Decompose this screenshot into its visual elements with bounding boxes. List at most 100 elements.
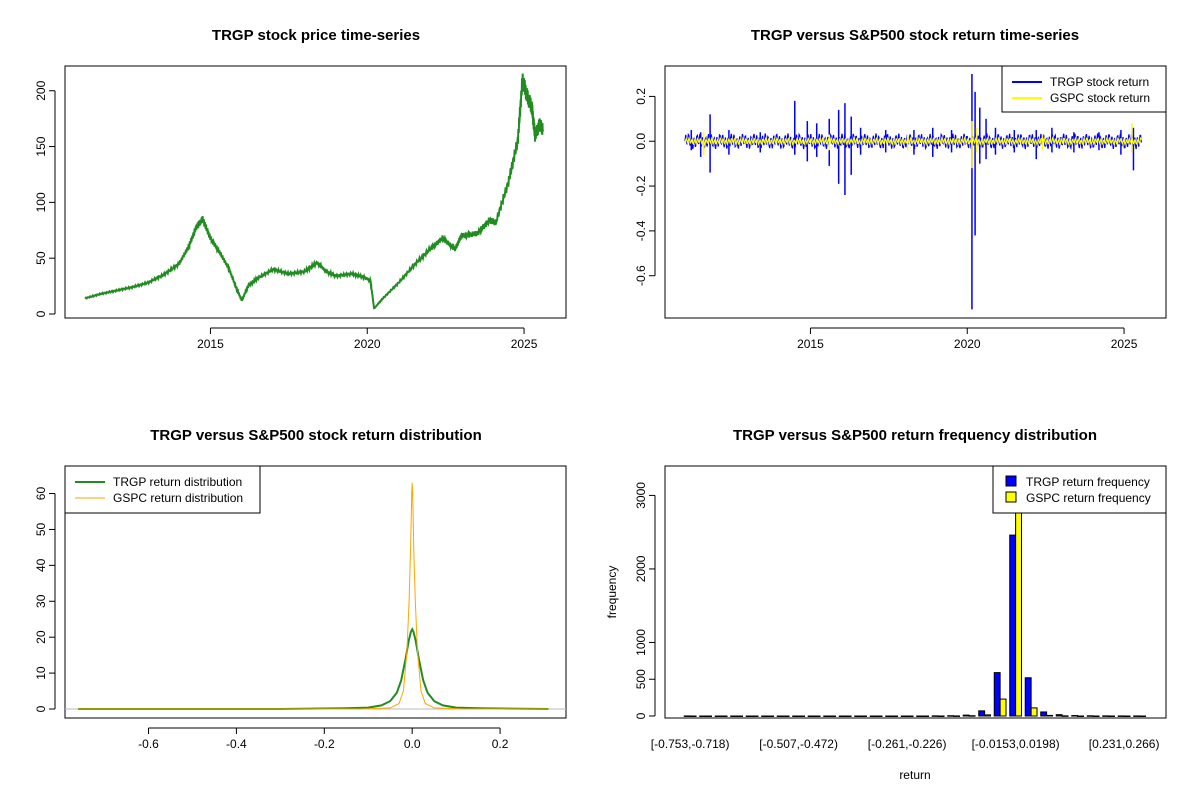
density-x-tick-label: 0.2 [492,737,509,751]
trgp-frequency-bar [1117,715,1125,717]
legend-frequency: TRGP return frequency GSPC return freque… [992,465,1167,514]
plot-frame-returns [664,65,1167,319]
gspc-frequency-bar [844,715,852,717]
density-x-tick-label: -0.4 [226,737,247,751]
legend-label-gspc-frequency: GSPC return frequency [1026,491,1151,505]
trgp-frequency-bar [885,715,893,717]
gspc-frequency-bar [875,715,883,717]
frequency-y-tick-label: 500 [634,669,648,689]
gspc-frequency-bar [1092,715,1100,717]
chart-title-density: TRGP versus S&P500 stock return distribu… [150,427,481,444]
gspc-frequency-bar [720,715,728,717]
price-y-tick-label: 50 [34,251,48,265]
gspc-frequency-bar [1139,715,1147,717]
gspc-frequency-bar [922,715,930,717]
trgp-frequency-bar [1040,711,1048,717]
gspc-frequency-bar [891,715,899,717]
gspc-density-line [78,482,549,710]
gspc-frequency-bar [751,715,759,717]
trgp-frequency-bar [683,715,691,717]
gspc-frequency-bar [999,698,1007,717]
density-y-tick-label: 10 [34,666,48,680]
density-x-tick-label: -0.2 [314,737,335,751]
frequency-y-tick-label: 3000 [634,482,648,509]
trgp-frequency-bar [823,715,831,717]
gspc-frequency-bar [829,715,837,717]
gspc-frequency-bar [813,715,821,717]
frequency-y-tick-label: 0 [634,712,648,719]
plot-frame-price [64,65,567,319]
frequency-x-tick-label: [0.231,0.266) [1089,737,1160,751]
legend-label-trgp-density: TRGP return distribution [113,475,242,489]
gspc-frequency-bar [860,715,868,717]
price-series-line [84,73,544,310]
price-x-tick-label: 2025 [511,337,538,351]
gspc-frequency-bar [937,715,945,717]
plot-frame-density [64,465,567,719]
returns-y-tick-label: 0.0 [634,133,648,150]
returns-y-tick-label: -0.2 [634,175,648,196]
trgp-frequency-bar [1102,715,1110,717]
trgp-frequency-bar [1086,715,1094,717]
legend-box-density [64,465,261,514]
plot-area-price: 2015 2020 2025 0 50 100 150 200 [34,73,544,351]
plot-area-density: -0.6 -0.4 -0.2 0.0 0.2 0 10 20 30 40 50 60 [34,482,566,751]
plot-area-frequency: 0 500 1000 2000 3000 [-0.753,-0.718) [-0.507,-… [634,466,1160,751]
trgp-frequency-bar [730,715,738,717]
trgp-frequency-bar [838,715,846,717]
panel-returns: TRGP versus S&P500 stock return time-ser… [634,27,1167,351]
gspc-frequency-bar [1077,715,1085,717]
trgp-frequency-bar [776,715,784,717]
frequency-x-tick-label: [-0.753,-0.718) [651,737,730,751]
gspc-frequency-bar [736,715,744,717]
trgp-frequency-bar [699,715,707,717]
trgp-frequency-bar [761,715,769,717]
x-axis-label-frequency: return [899,768,930,782]
chart-title-frequency: TRGP versus S&P500 return frequency dist… [733,427,1097,444]
gspc-frequency-bar [767,715,775,717]
trgp-return-noise-line [684,132,1142,151]
trgp-frequency-bar [947,715,955,717]
gspc-frequency-bar [782,715,790,717]
frequency-y-tick-label: 1000 [634,629,648,656]
gspc-frequency-bar [984,714,992,717]
frequency-x-tick-label: [-0.507,-0.472) [759,737,838,751]
trgp-frequency-bar [978,710,986,717]
trgp-frequency-bar [1055,714,1063,717]
gspc-frequency-bar [1061,715,1069,717]
trgp-frequency-bar [869,715,877,717]
gspc-frequency-bar [1030,707,1038,717]
legend-returns: TRGP stock return GSPC stock return [1001,65,1167,113]
price-y-tick-label: 100 [34,192,48,212]
trgp-frequency-bar [807,715,815,717]
trgp-frequency-bar [962,714,970,717]
returns-y-tick-label: -0.4 [634,220,648,241]
legend-label-trgp-return: TRGP stock return [1050,75,1149,89]
trgp-frequency-bar [1024,677,1032,717]
plot-area-returns: 2015 2020 2025 -0.6 -0.4 -0.2 0.0 0.2 [634,74,1142,351]
trgp-frequency-bar [931,715,939,717]
density-y-tick-label: 60 [34,487,48,501]
price-y-tick-label: 0 [34,310,48,317]
legend-label-gspc-return: GSPC stock return [1050,91,1150,105]
chart-title-returns: TRGP versus S&P500 stock return time-ser… [751,27,1079,44]
legend-box-returns [1001,65,1167,113]
returns-x-tick-label: 2020 [954,337,981,351]
gspc-frequency-bar [1108,715,1116,717]
chart-title-price: TRGP stock price time-series [212,27,420,44]
density-y-tick-label: 50 [34,522,48,536]
price-y-tick-label: 150 [34,136,48,156]
panel-density: TRGP versus S&P500 stock return distribu… [34,427,567,751]
gspc-frequency-bar [705,715,713,717]
gspc-frequency-bar [798,715,806,717]
frequency-x-tick-label: [-0.261,-0.226) [868,737,947,751]
returns-x-tick-label: 2025 [1111,337,1138,351]
trgp-frequency-bar [1071,715,1079,717]
frequency-x-tick-label: [-0.0153,0.0198) [972,737,1060,751]
trgp-frequency-bar [745,715,753,717]
frequency-y-tick-label: 2000 [634,555,648,582]
legend-swatch-gspc-frequency [1005,491,1017,503]
returns-y-tick-label: -0.6 [634,265,648,286]
gspc-frequency-bar [1123,715,1131,717]
